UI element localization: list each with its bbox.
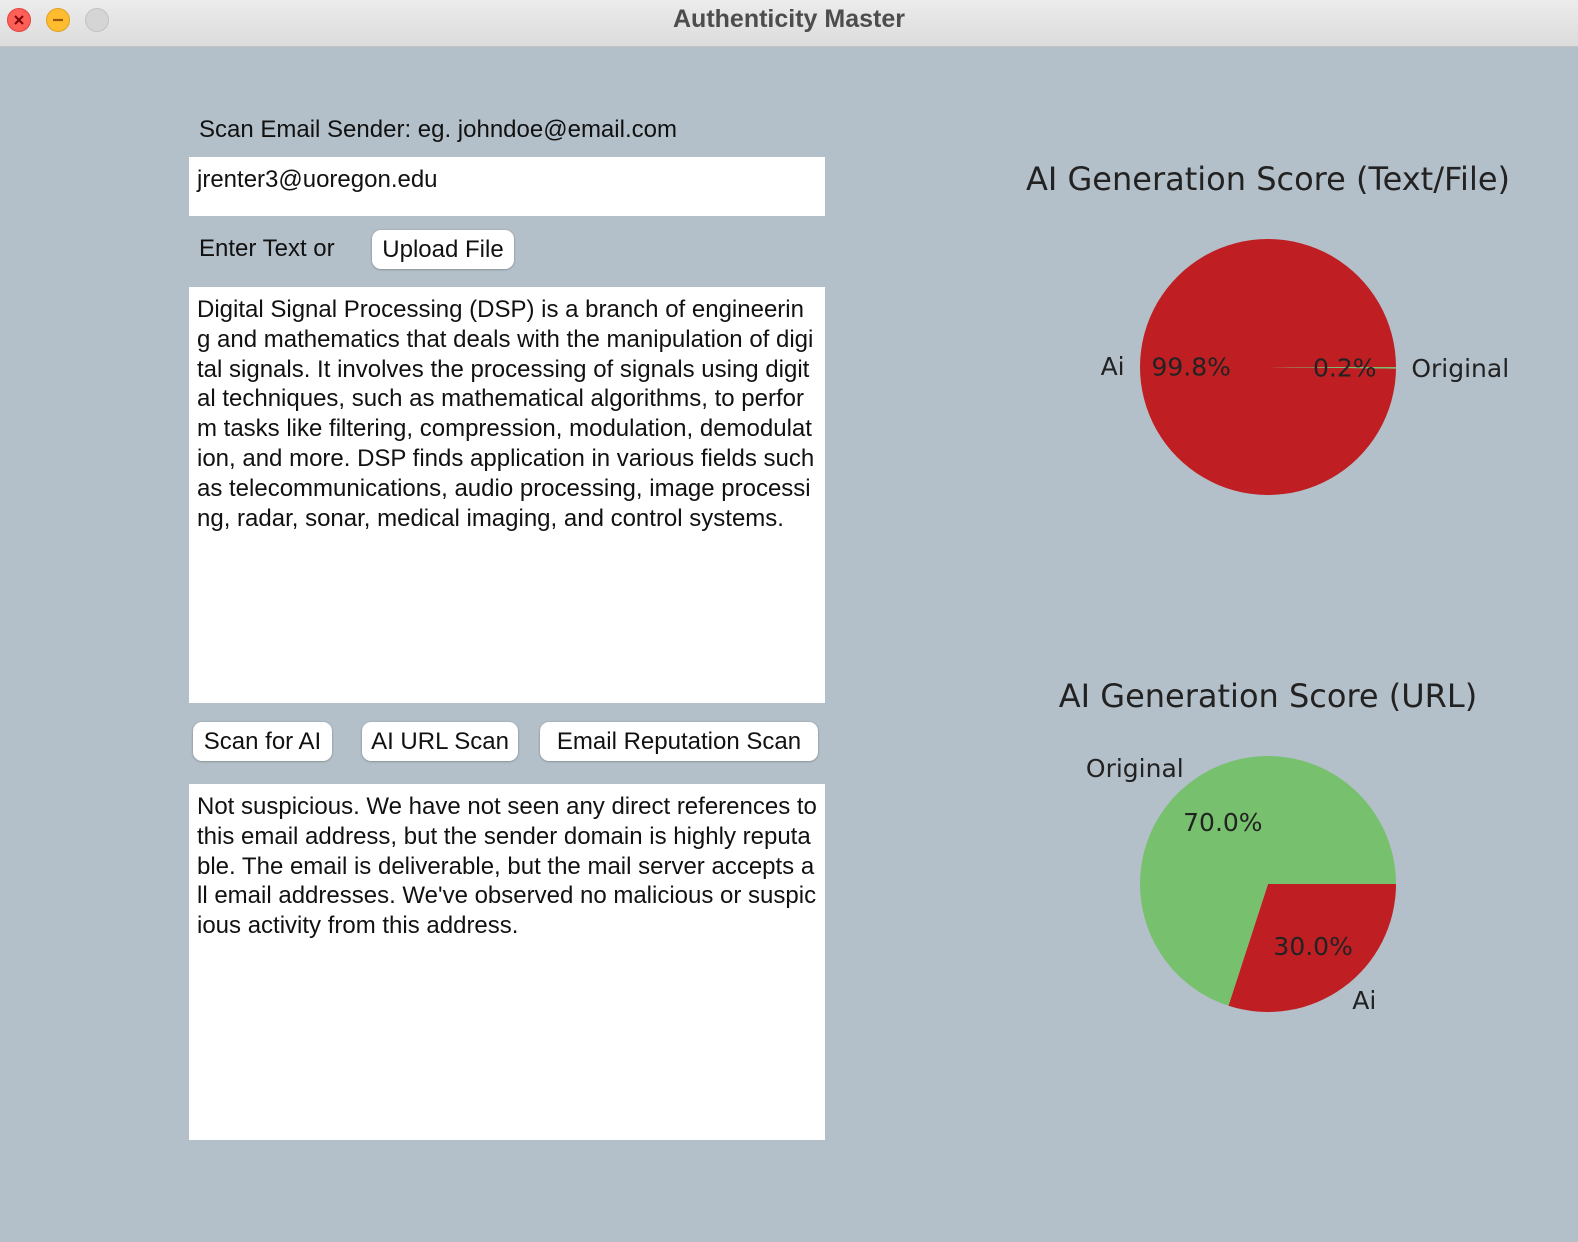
scan-result-area: Not suspicious. We have not seen any dir…: [189, 784, 825, 1140]
slice-label-ai: Ai: [1101, 352, 1125, 381]
email-sender-input[interactable]: jrenter3@uoregon.edu: [189, 157, 825, 216]
slice-value-ai: 99.8%: [1151, 353, 1230, 382]
close-icon: [14, 15, 24, 25]
enter-text-label: Enter Text or: [199, 235, 335, 262]
slice-label-original: Original: [1086, 754, 1184, 783]
chart-title: AI Generation Score (URL): [1059, 677, 1477, 715]
window-titlebar: Authenticity Master: [0, 0, 1578, 47]
minimize-window-button[interactable]: [46, 8, 70, 32]
minimize-icon: [53, 18, 63, 22]
slice-label-ai: Ai: [1352, 986, 1376, 1015]
chart-title: AI Generation Score (Text/File): [1026, 160, 1510, 198]
slice-label-original: Original: [1411, 354, 1509, 383]
email-reputation-scan-button[interactable]: Email Reputation Scan: [540, 722, 818, 761]
scan-for-ai-button[interactable]: Scan for AI: [193, 722, 332, 761]
window-title: Authenticity Master: [673, 5, 905, 33]
zoom-window-button[interactable]: [85, 8, 109, 32]
text-input-area[interactable]: Digital Signal Processing (DSP) is a bra…: [189, 287, 825, 703]
slice-value-original: 70.0%: [1183, 808, 1262, 837]
email-sender-label: Scan Email Sender: eg. johndoe@email.com: [199, 116, 677, 143]
upload-file-button[interactable]: Upload File: [372, 230, 514, 269]
pie-slice-original: [1140, 756, 1396, 1006]
text-score-chart: AI Generation Score (Text/File) Ai Origi…: [1000, 150, 1540, 520]
ai-url-scan-button[interactable]: AI URL Scan: [362, 722, 518, 761]
close-window-button[interactable]: [7, 8, 31, 32]
pie-slice-ai: [1228, 884, 1396, 1012]
url-score-chart: AI Generation Score (URL) Ai Original 30…: [1000, 668, 1540, 1048]
slice-value-original: 0.2%: [1313, 353, 1377, 382]
pie-slice-original: [1268, 367, 1396, 369]
pie-slice-ai: [1140, 239, 1396, 496]
slice-value-ai: 30.0%: [1273, 932, 1352, 961]
